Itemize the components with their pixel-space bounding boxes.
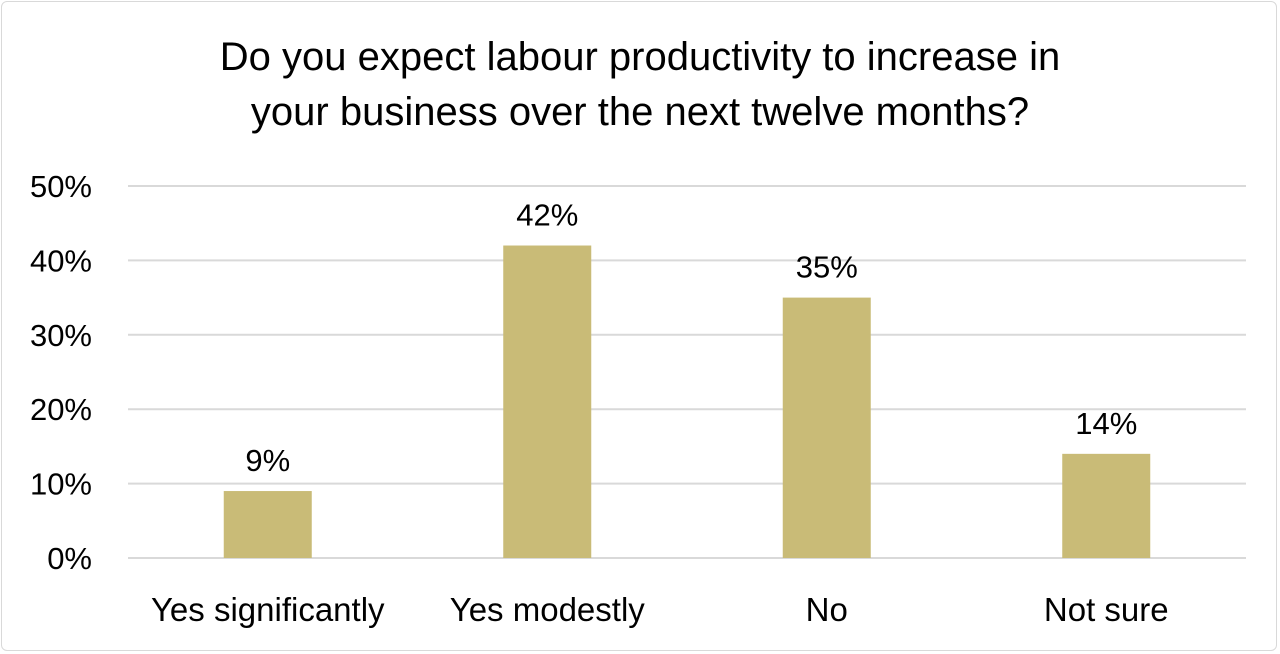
gridlines <box>128 185 1246 559</box>
bar <box>503 245 592 558</box>
bar <box>782 297 871 558</box>
y-axis-ticks: 0% 10% 20% 30% 40% 50% <box>30 169 92 576</box>
category-labels: Yes significantly Yes modestly No Not sure <box>151 591 1169 628</box>
category-label: No <box>806 591 848 628</box>
y-tick-label: 30% <box>30 318 92 353</box>
data-labels: 9% 42% 35% 14% <box>245 198 1137 479</box>
bars <box>223 245 1151 558</box>
data-label: 42% <box>516 198 578 233</box>
data-label: 9% <box>245 443 290 478</box>
y-tick-label: 10% <box>30 467 92 502</box>
data-label: 14% <box>1075 406 1137 441</box>
data-label: 35% <box>796 250 858 285</box>
bar <box>1062 453 1151 558</box>
y-tick-label: 40% <box>30 243 92 278</box>
category-label: Not sure <box>1044 591 1169 628</box>
y-tick-label: 20% <box>30 392 92 427</box>
bar <box>223 491 312 558</box>
y-tick-label: 0% <box>47 541 92 576</box>
category-label: Yes significantly <box>151 591 385 628</box>
category-label: Yes modestly <box>450 591 646 628</box>
y-tick-label: 50% <box>30 169 92 204</box>
chart-title: Do you expect labour productivity to inc… <box>219 35 1061 134</box>
